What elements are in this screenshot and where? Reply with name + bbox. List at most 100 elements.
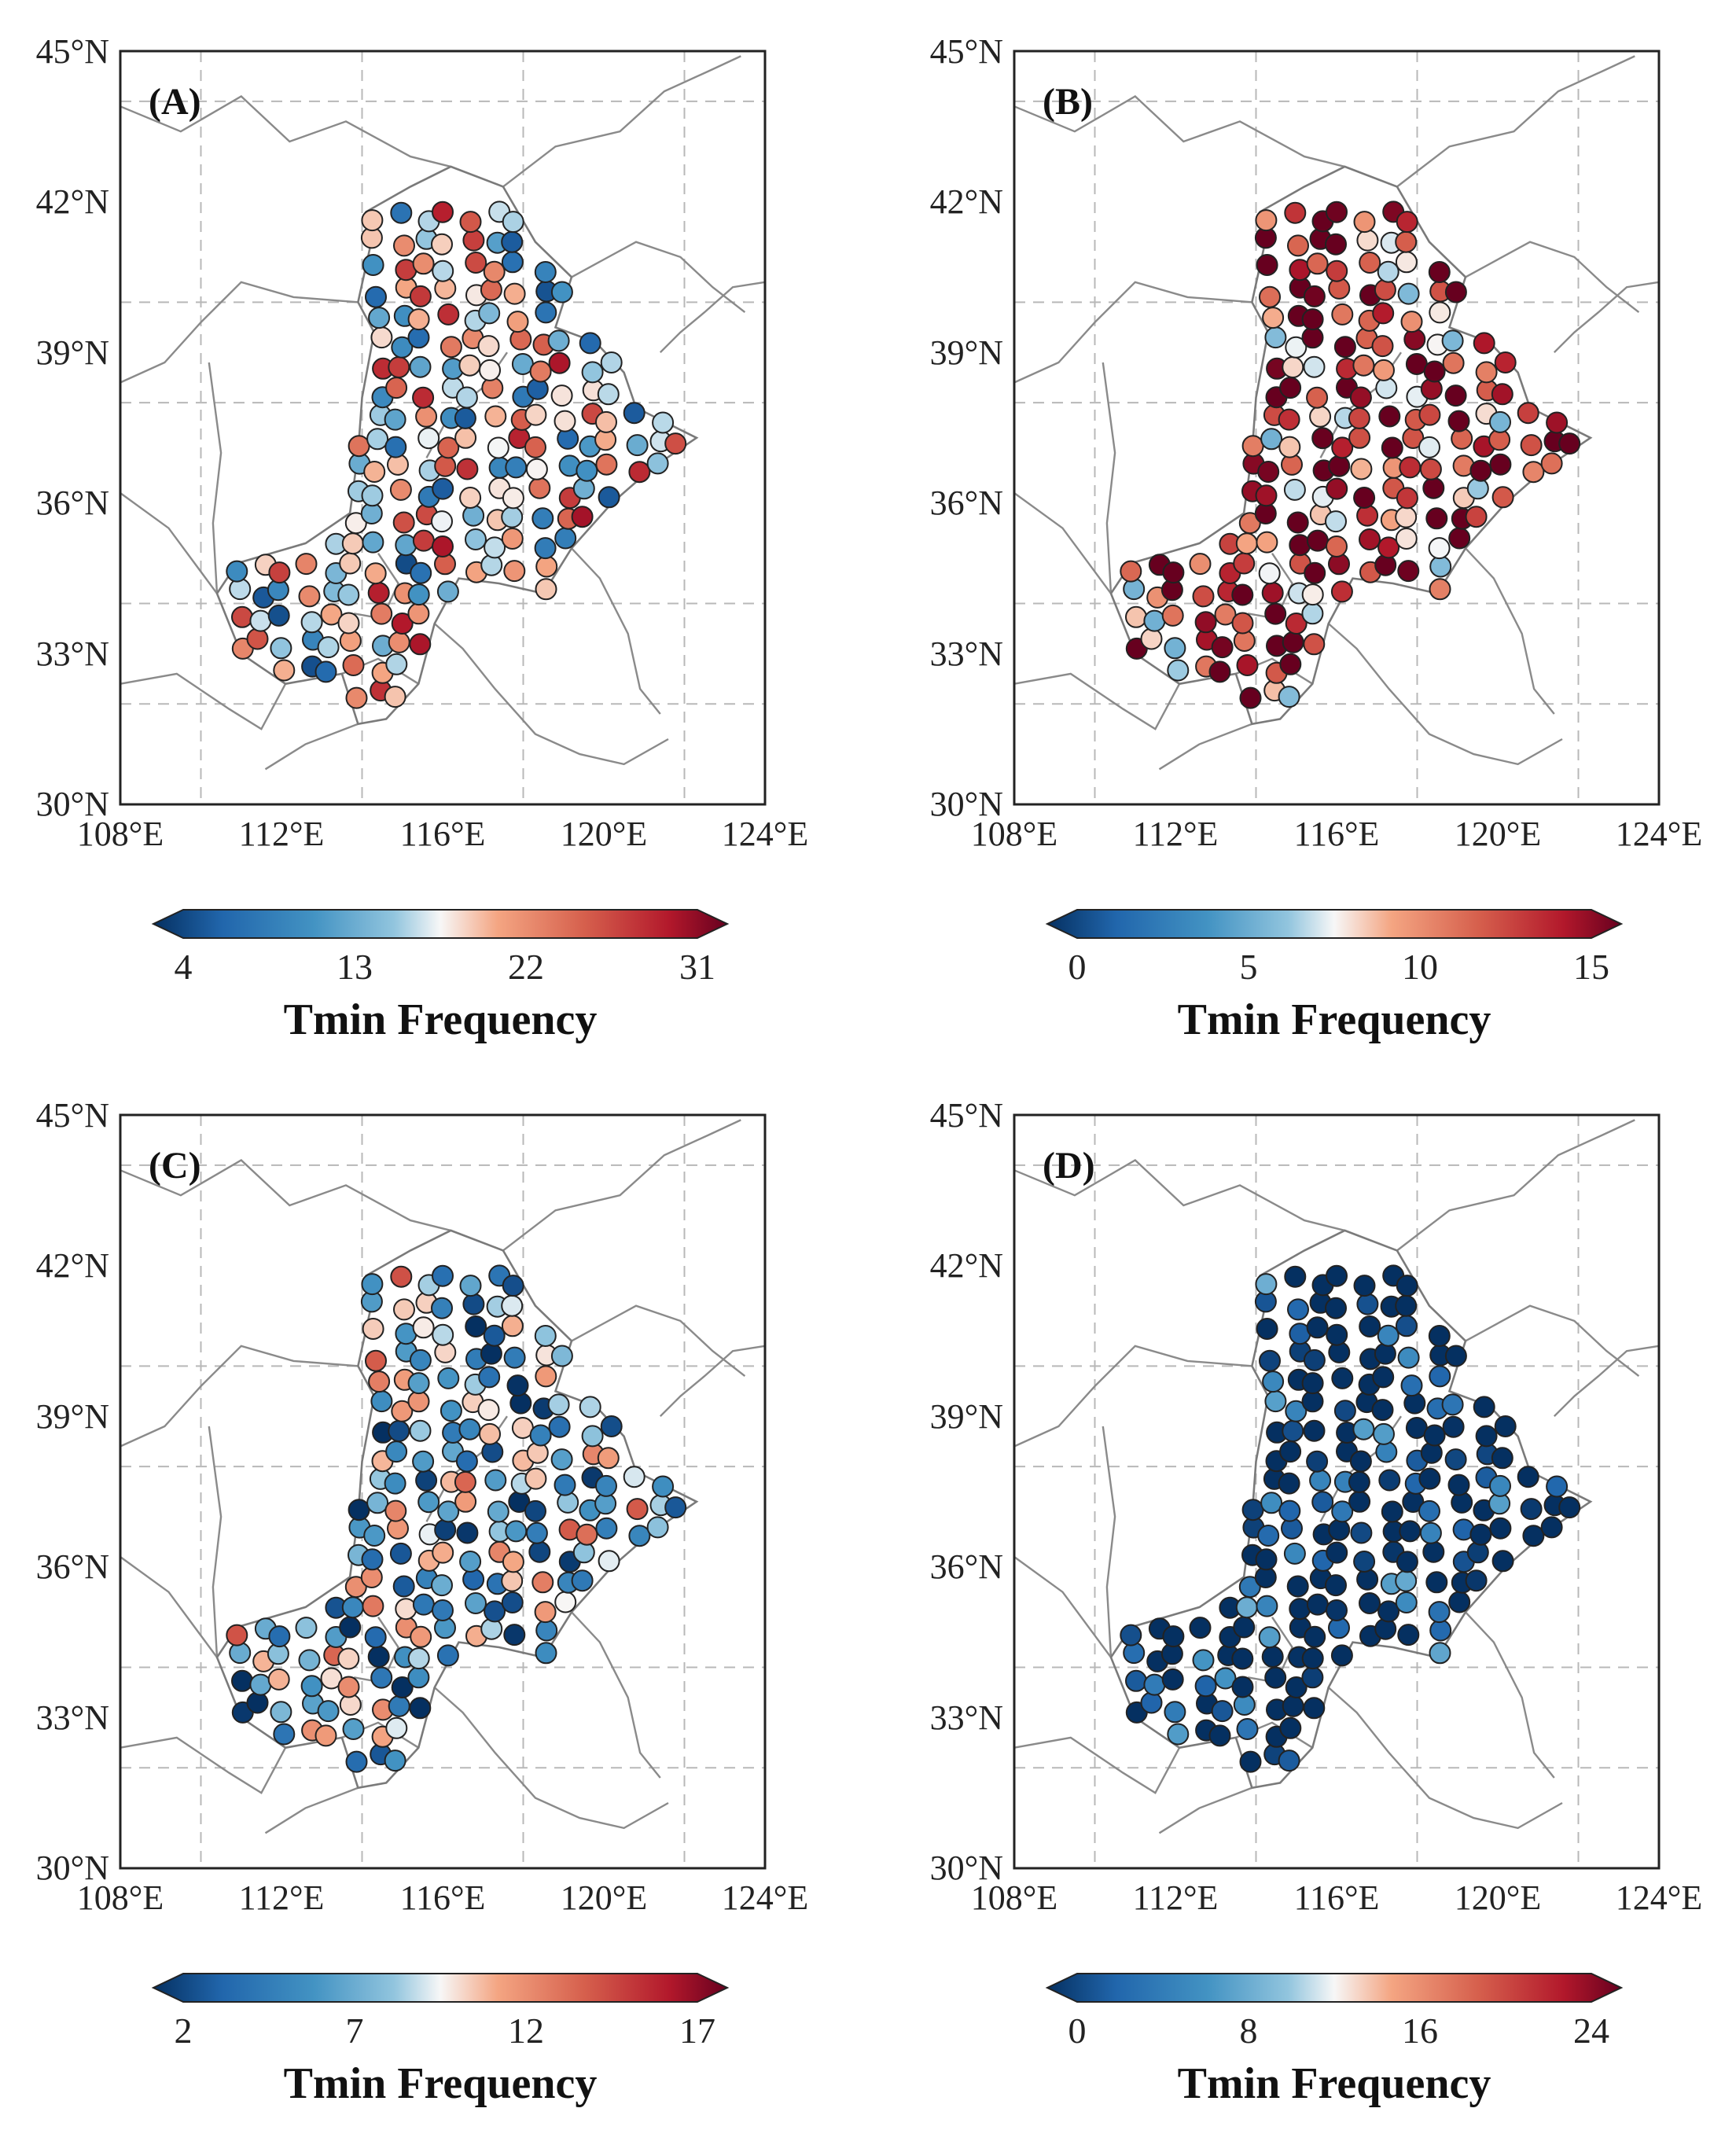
station-marker <box>432 477 454 500</box>
station-marker <box>363 461 386 483</box>
colorbar-bar-c <box>151 1973 730 2003</box>
station-marker <box>1396 1551 1418 1573</box>
station-marker <box>1255 1273 1278 1296</box>
lon-tick-108: 108°E <box>971 815 1057 853</box>
station-marker <box>407 602 430 625</box>
station-marker <box>1558 1496 1581 1519</box>
colorbar-tick-a-1: 4 <box>175 947 193 987</box>
station-marker <box>1395 1569 1418 1592</box>
station-marker <box>361 1548 384 1571</box>
station-marker <box>365 1349 387 1372</box>
station-marker <box>412 1316 435 1339</box>
colorbar-c: 2 7 12 17 Tmin Frequency <box>151 1973 730 2108</box>
station-marker <box>501 1294 524 1317</box>
station-marker <box>1189 553 1212 576</box>
station-marker <box>409 1419 432 1442</box>
station-marker <box>431 510 453 533</box>
station-marker <box>600 351 623 373</box>
station-marker <box>598 486 620 509</box>
station-marker <box>1522 461 1545 484</box>
boundary-line <box>1396 55 1635 188</box>
station-marker <box>1256 1318 1278 1340</box>
lon-ticks-d: 108°E 112°E 116°E 120°E 124°E <box>971 1878 1702 1917</box>
boundary-line <box>571 1611 661 1779</box>
station-marker <box>1395 506 1418 528</box>
map-b <box>1013 50 1661 806</box>
station-marker <box>1353 487 1376 509</box>
panel-a: (A) 45°N 42°N 39°N 36°N 33°N 30°N 108°E … <box>36 32 809 853</box>
station-marker <box>370 1390 393 1413</box>
station-marker <box>391 1676 414 1698</box>
boundary-line <box>1013 492 1112 594</box>
boundary-line <box>1158 723 1252 771</box>
station-marker <box>1282 631 1304 653</box>
station-marker <box>505 456 528 479</box>
station-marker <box>652 411 675 434</box>
station-marker <box>1399 456 1422 479</box>
station-marker <box>412 1450 435 1473</box>
station-marker <box>295 553 318 576</box>
station-marker <box>454 1470 476 1493</box>
station-marker <box>535 1642 557 1665</box>
station-marker <box>385 1716 408 1739</box>
station-marker <box>480 278 502 301</box>
lat-ticks-c: 45°N 42°N 39°N 36°N 33°N 30°N <box>36 1096 109 1887</box>
station-marker <box>465 1592 487 1614</box>
colorbar-tick-a-2: 13 <box>337 947 373 987</box>
boundary-line <box>1465 1611 1555 1779</box>
station-marker <box>1261 1646 1284 1668</box>
station-marker <box>1491 486 1514 509</box>
station-marker <box>1540 452 1563 475</box>
station-marker <box>432 535 454 557</box>
station-marker <box>1400 1374 1423 1397</box>
station-marker <box>337 612 360 635</box>
station-marker <box>524 436 546 458</box>
station-marker <box>458 1418 481 1440</box>
colorbar-tick-b-3: 10 <box>1402 947 1438 987</box>
map-frame <box>119 50 767 806</box>
station-marker <box>1301 1372 1324 1395</box>
station-marker <box>1520 434 1543 457</box>
lat-tick-30: 30°N <box>930 785 1003 823</box>
station-marker <box>300 611 323 634</box>
station-marker <box>1328 1518 1351 1541</box>
station-marker <box>1326 201 1348 223</box>
station-marker <box>1125 605 1147 628</box>
station-marker <box>1429 578 1451 601</box>
boundary-line <box>1396 1119 1635 1252</box>
boundary-line <box>264 723 359 771</box>
station-marker <box>434 454 457 477</box>
boundary-line <box>120 672 287 730</box>
station-marker <box>664 1496 687 1519</box>
station-marker <box>1282 356 1304 378</box>
station-marker <box>1214 1667 1237 1690</box>
lat-ticks-b: 45°N 42°N 39°N 36°N 33°N 30°N <box>930 32 1003 823</box>
lat-tick-33: 33°N <box>36 1698 109 1737</box>
lat-tick-45: 45°N <box>36 1096 109 1135</box>
station-marker <box>1395 1591 1418 1613</box>
station-marker <box>1330 1644 1353 1667</box>
station-marker <box>409 1697 432 1720</box>
station-marker <box>432 1599 454 1621</box>
station-marker <box>1279 1440 1302 1463</box>
station-marker <box>1359 528 1381 550</box>
station-marker <box>1428 261 1451 283</box>
station-marker <box>317 636 340 659</box>
station-marker <box>502 1275 524 1297</box>
station-marker <box>368 307 391 329</box>
station-marker <box>1301 583 1324 606</box>
station-marker <box>270 1701 292 1724</box>
station-marker <box>1371 335 1394 358</box>
station-marker <box>597 1447 620 1470</box>
boundary-line <box>1465 547 1555 715</box>
lat-tick-39: 39°N <box>36 333 109 372</box>
station-marker <box>1441 1393 1464 1416</box>
station-marker <box>1304 561 1326 584</box>
station-marker <box>478 1366 501 1389</box>
station-marker <box>1348 1470 1370 1493</box>
station-marker <box>455 386 478 409</box>
station-marker <box>529 1424 552 1447</box>
station-marker <box>501 1591 524 1613</box>
station-marker <box>412 386 435 409</box>
